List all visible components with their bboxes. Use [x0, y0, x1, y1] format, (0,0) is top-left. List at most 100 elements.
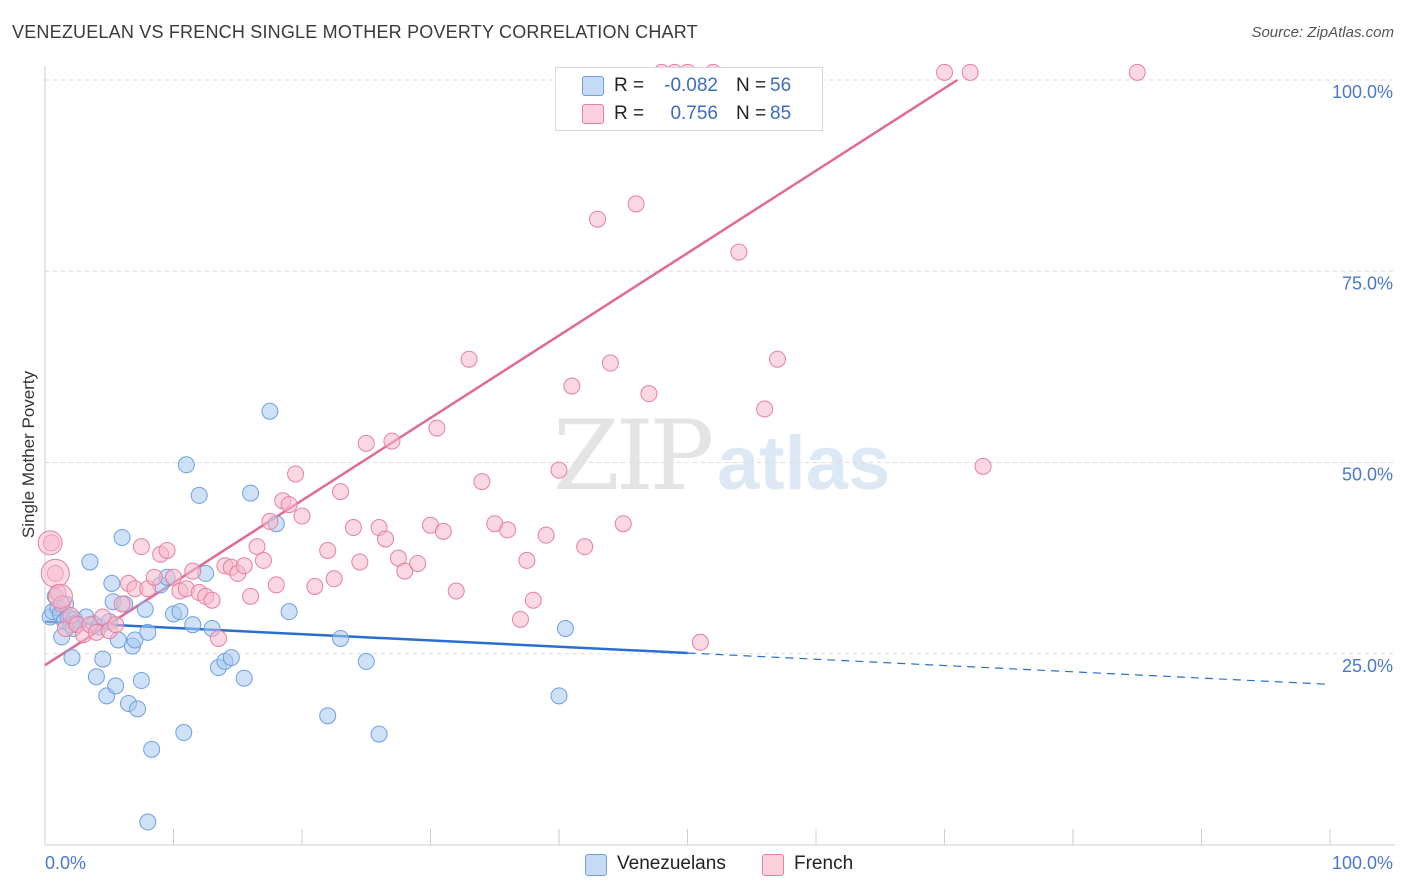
french-point — [287, 465, 305, 483]
french-point — [499, 521, 517, 539]
y-tick-label: 50.0% — [1342, 465, 1393, 485]
r-value: -0.082 — [664, 75, 718, 96]
french-point — [293, 507, 311, 525]
venezuelans-point — [556, 620, 574, 638]
french-point — [203, 591, 221, 609]
r-value: 0.756 — [670, 103, 718, 124]
french-point — [447, 582, 465, 600]
venezuelans-point — [171, 603, 189, 621]
venezuelans-point — [107, 677, 125, 695]
n-label: N = — [736, 75, 767, 96]
venezuelans-point — [184, 616, 202, 634]
french-point — [563, 377, 581, 395]
venezuelans-trend-extension — [687, 652, 1331, 685]
chart-title: VENEZUELAN VS FRENCH SINGLE MOTHER POVER… — [12, 22, 698, 42]
french-point — [473, 473, 491, 491]
venezuelans-point — [103, 574, 121, 592]
french-point — [550, 461, 568, 479]
x-tick-label: 100.0% — [1332, 853, 1393, 873]
axis-labels: 25.0% 50.0% 75.0% 100.0% 0.0% 100.0% Single Mo… — [19, 82, 1393, 873]
venezuelans-point — [126, 631, 144, 649]
data-points — [37, 63, 1146, 831]
french-point — [730, 243, 748, 261]
trend-lines — [44, 78, 1331, 685]
venezuelans-point — [319, 707, 337, 725]
venezuelans-point — [113, 528, 131, 546]
venezuelans-point — [177, 456, 195, 474]
french-point — [434, 522, 452, 540]
venezuelans-point — [261, 402, 279, 420]
french-swatch — [762, 854, 784, 876]
french-point — [974, 457, 992, 475]
french-point — [589, 210, 607, 228]
french-point — [319, 541, 337, 559]
venezuelans-point — [81, 553, 99, 571]
french-point — [409, 554, 427, 572]
french-point — [351, 553, 369, 571]
venezuelans-point — [550, 687, 568, 705]
french-point — [576, 538, 594, 556]
venezuelans-point — [143, 740, 161, 758]
n-value: 56 — [770, 75, 792, 96]
venezuelans-point — [94, 650, 112, 668]
french-point — [325, 570, 343, 588]
french-point — [511, 610, 529, 628]
venezuelans-point — [242, 484, 260, 502]
french-point — [40, 558, 70, 588]
french-point — [132, 538, 150, 556]
source-credit: Source: ZipAtlas.com — [1251, 24, 1394, 41]
venezuelans-point — [190, 486, 208, 504]
venezuelans-point — [175, 724, 193, 742]
french-point — [37, 530, 63, 556]
venezuelans-point — [222, 649, 240, 667]
venezuelans-point — [332, 629, 350, 647]
french-point — [184, 562, 202, 580]
french-point — [377, 530, 395, 548]
venezuelans-point — [139, 623, 157, 641]
watermark-zip: ZIP — [553, 400, 714, 512]
french-point — [242, 587, 260, 605]
series-legend: Venezuelans French — [0, 852, 1406, 878]
french-point — [107, 616, 125, 634]
french-point — [357, 434, 375, 452]
french-point — [344, 519, 362, 537]
venezuelans-point — [139, 813, 157, 831]
french-point — [383, 432, 401, 450]
venezuelans-swatch — [585, 854, 607, 876]
venezuelans-point — [235, 669, 253, 687]
french-point — [235, 557, 253, 575]
french-point — [209, 629, 227, 647]
french-point — [601, 354, 619, 372]
french-point — [306, 577, 324, 595]
french-point — [261, 512, 279, 530]
venezuelans-point — [370, 725, 388, 743]
french-point — [280, 496, 298, 514]
french-point — [756, 400, 774, 418]
legend-row-venezuelans: R = -0.082 N = 56 — [556, 72, 822, 100]
y-tick-label: 75.0% — [1342, 273, 1393, 293]
venezuelans-point — [357, 652, 375, 670]
venezuelans-point — [129, 700, 147, 718]
french-point — [248, 538, 266, 556]
french-point — [1128, 63, 1146, 81]
venezuelans-point — [280, 603, 298, 621]
n-label: N = — [736, 103, 767, 124]
venezuelans-point — [136, 600, 154, 618]
french-point — [524, 591, 542, 609]
venezuelans-point — [87, 668, 105, 686]
french-point — [145, 568, 163, 586]
x-tick-label: 0.0% — [45, 853, 86, 873]
y-tick-label: 25.0% — [1342, 656, 1393, 676]
legend-label: French — [794, 853, 854, 874]
venezuelans-point — [132, 672, 150, 690]
watermark-atlas: atlas — [717, 421, 891, 506]
y-axis-label: Single Mother Poverty — [19, 370, 38, 538]
french-point — [518, 551, 536, 569]
french-point — [640, 385, 658, 403]
french-point — [165, 568, 182, 586]
n-value: 85 — [770, 103, 792, 124]
french-point — [332, 483, 350, 501]
r-label: R = — [614, 103, 645, 124]
french-point — [691, 633, 709, 651]
